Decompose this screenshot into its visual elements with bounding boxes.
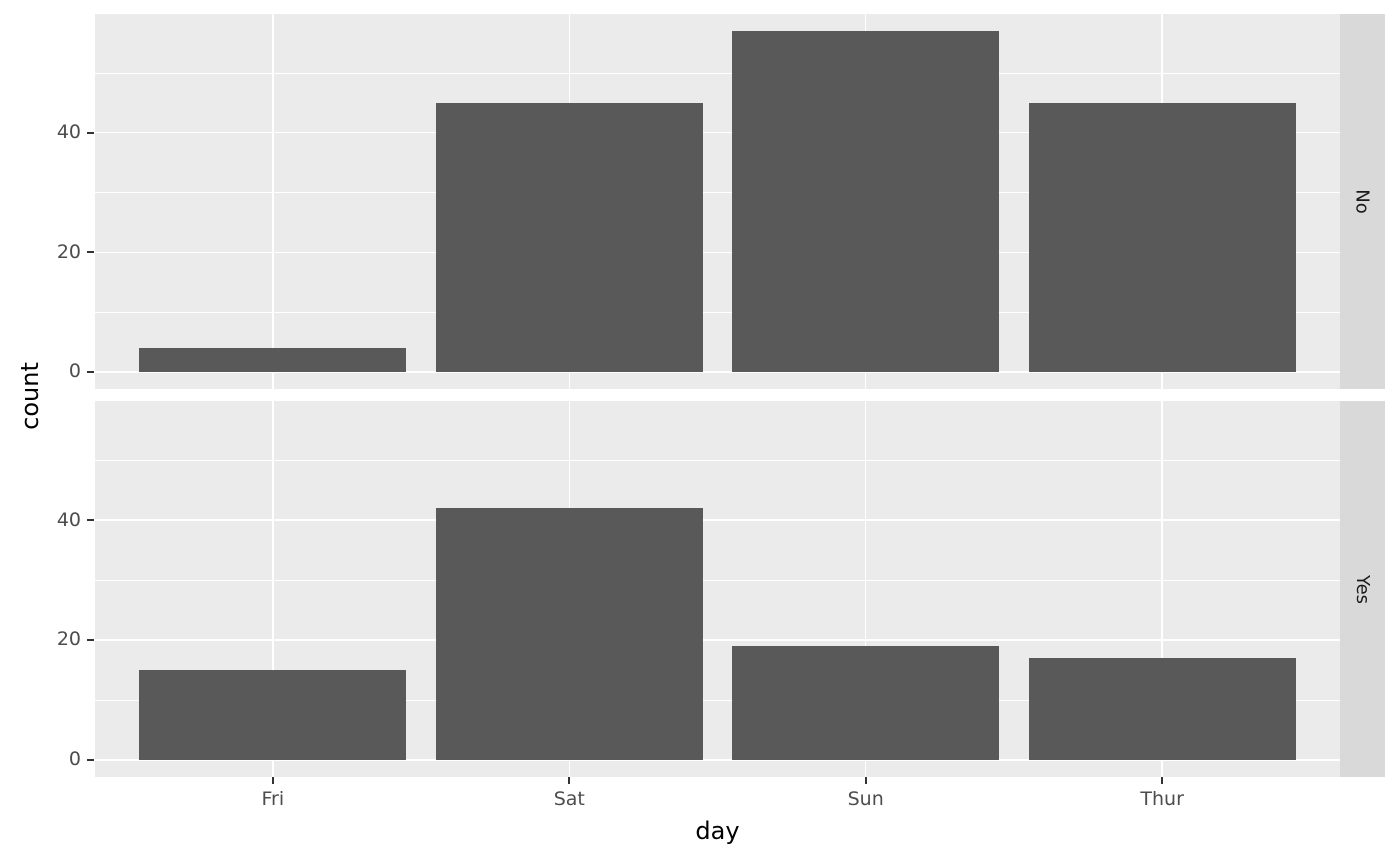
y-tick-mark-0: [87, 758, 94, 761]
x-axis-title: day: [695, 817, 740, 845]
bar-sat-yes: [435, 508, 703, 760]
grid-minor-y-30: [95, 579, 1340, 581]
x-tick-label-sun: Sun: [847, 788, 884, 810]
grid-major-vertical-thur: [1161, 401, 1163, 777]
grid-major-y-20: [95, 639, 1340, 641]
y-tick-label-20: 20: [56, 240, 81, 263]
bar-fri-no: [139, 348, 407, 372]
y-tick-mark-40: [87, 519, 94, 522]
bar-sat-no: [435, 102, 703, 372]
x-tick-mark-thur: [1161, 777, 1164, 784]
facet-panel-no: [95, 14, 1340, 389]
grid-major-y-20: [95, 251, 1340, 254]
facet-strip-label: Yes: [1352, 574, 1373, 604]
grid-minor-y-50: [95, 459, 1340, 461]
x-tick-mark-sun: [864, 777, 867, 784]
grid-minor-y-30: [95, 192, 1340, 193]
grid-major-y-0: [95, 759, 1340, 761]
grid-major-y-0: [95, 371, 1340, 373]
y-tick-label-40: 40: [56, 508, 81, 531]
facet-strip-yes: Yes: [1340, 401, 1385, 777]
grid-major-y-40: [95, 519, 1340, 521]
y-tick-label-0: 0: [68, 748, 81, 771]
x-tick-label-thur: Thur: [1140, 788, 1184, 810]
y-tick-label-0: 0: [68, 360, 81, 383]
grid-major-vertical-sun: [865, 401, 867, 777]
x-tick-mark-fri: [271, 777, 274, 784]
grid-minor-y-10: [95, 699, 1340, 701]
grid-major-vertical-fri: [272, 14, 274, 389]
y-tick-mark-40: [87, 131, 94, 134]
x-tick-mark-sat: [568, 777, 571, 784]
grid-minor-y-10: [95, 311, 1340, 313]
facet-panel-yes: [95, 401, 1340, 777]
grid-major-vertical-fri: [272, 401, 274, 777]
bar-thur-yes: [1028, 657, 1296, 760]
grid-major-y-40: [95, 132, 1340, 134]
bar-fri-yes: [139, 669, 407, 760]
y-tick-label-20: 20: [56, 628, 81, 651]
x-tick-label-fri: Fri: [261, 788, 285, 810]
facet-strip-no: No: [1340, 14, 1385, 389]
y-tick-mark-20: [87, 251, 94, 254]
bar-thur-no: [1028, 102, 1296, 372]
y-tick-label-40: 40: [56, 121, 81, 144]
facet-strip-label: No: [1351, 189, 1373, 214]
grid-minor-y-50: [95, 72, 1340, 74]
y-tick-mark-0: [87, 370, 94, 373]
y-tick-mark-20: [87, 638, 94, 641]
bar-sun-no: [732, 31, 1000, 372]
x-tick-label-sat: Sat: [553, 788, 585, 810]
bar-sun-yes: [732, 645, 1000, 760]
